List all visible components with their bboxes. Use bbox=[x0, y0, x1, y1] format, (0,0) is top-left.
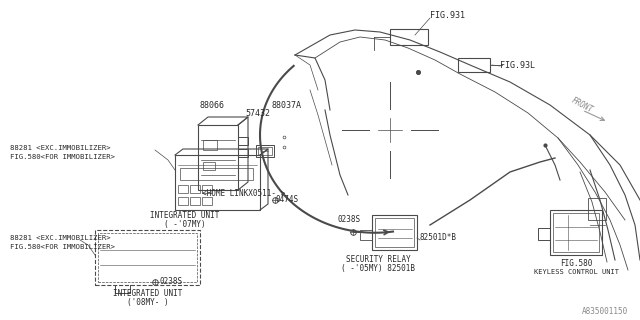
Bar bbox=[198, 125, 238, 190]
Bar bbox=[180, 168, 253, 180]
Text: 0238S: 0238S bbox=[160, 277, 183, 286]
Text: 82501D*B: 82501D*B bbox=[420, 234, 457, 243]
Text: 0474S: 0474S bbox=[275, 195, 298, 204]
Bar bbox=[178, 185, 188, 193]
Bar bbox=[375, 218, 414, 247]
Text: 88037A: 88037A bbox=[272, 100, 302, 109]
Bar bbox=[372, 215, 417, 250]
Text: ( -'05MY) 82501B: ( -'05MY) 82501B bbox=[341, 263, 415, 273]
Bar bbox=[95, 230, 200, 285]
Text: FRONT: FRONT bbox=[570, 96, 595, 115]
Text: 0238S: 0238S bbox=[338, 215, 361, 225]
Text: INTEGRATED UNIT: INTEGRATED UNIT bbox=[113, 289, 182, 298]
Bar bbox=[202, 185, 212, 193]
Bar bbox=[175, 155, 260, 210]
Text: ( -'07MY): ( -'07MY) bbox=[164, 220, 206, 228]
Bar bbox=[190, 197, 200, 205]
Bar bbox=[98, 233, 197, 282]
Text: 88281 <EXC.IMMOBILIZER>: 88281 <EXC.IMMOBILIZER> bbox=[10, 145, 111, 151]
Text: ('08MY- ): ('08MY- ) bbox=[127, 298, 169, 307]
Bar bbox=[258, 147, 272, 155]
Text: A835001150: A835001150 bbox=[582, 308, 628, 316]
Bar bbox=[458, 58, 490, 72]
Text: KEYLESS CONTROL UNIT: KEYLESS CONTROL UNIT bbox=[534, 269, 618, 275]
Bar bbox=[390, 29, 428, 45]
Text: FIG.93L: FIG.93L bbox=[500, 61, 535, 70]
Bar bbox=[256, 145, 274, 157]
Bar bbox=[360, 230, 372, 240]
Bar bbox=[553, 213, 599, 252]
Bar bbox=[202, 197, 212, 205]
Bar bbox=[178, 197, 188, 205]
Bar bbox=[203, 162, 215, 170]
Bar bbox=[238, 137, 248, 145]
Text: FIG.580<FOR IMMOBILIZER>: FIG.580<FOR IMMOBILIZER> bbox=[10, 244, 115, 250]
Bar bbox=[538, 228, 550, 240]
Bar bbox=[190, 185, 200, 193]
Bar bbox=[588, 198, 606, 220]
Text: 88066: 88066 bbox=[200, 100, 225, 109]
Text: FIG.580<FOR IMMOBILIZER>: FIG.580<FOR IMMOBILIZER> bbox=[10, 154, 115, 160]
Text: FIG.580: FIG.580 bbox=[560, 259, 592, 268]
Bar bbox=[550, 210, 602, 255]
Bar bbox=[203, 140, 217, 150]
Text: FIG.931: FIG.931 bbox=[430, 11, 465, 20]
Text: <HOME LINKX0511- >: <HOME LINKX0511- > bbox=[202, 188, 285, 197]
Bar bbox=[238, 149, 248, 157]
Text: 88281 <EXC.IMMOBILIZER>: 88281 <EXC.IMMOBILIZER> bbox=[10, 235, 111, 241]
Text: 57432: 57432 bbox=[245, 108, 270, 117]
Text: INTEGRATED UNIT: INTEGRATED UNIT bbox=[150, 211, 220, 220]
Text: SECURITY RELAY: SECURITY RELAY bbox=[346, 254, 410, 263]
